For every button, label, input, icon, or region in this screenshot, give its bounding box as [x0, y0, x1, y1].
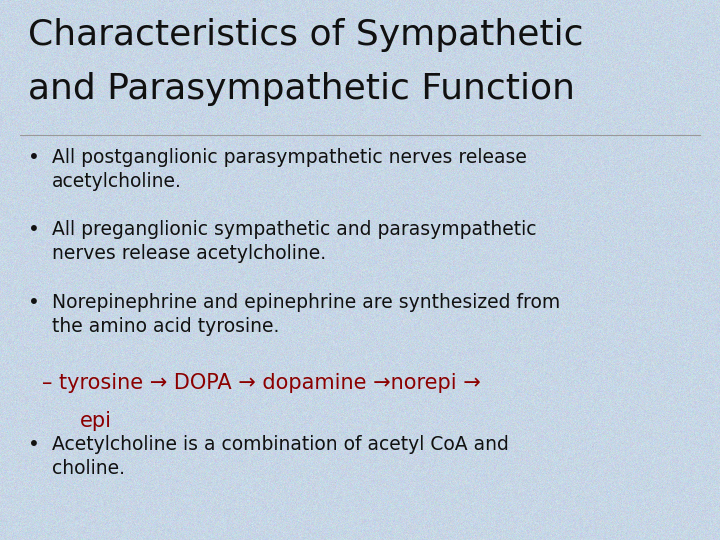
- Text: Characteristics of Sympathetic: Characteristics of Sympathetic: [28, 18, 583, 52]
- Text: •: •: [28, 220, 40, 239]
- Text: •: •: [28, 293, 40, 312]
- Text: epi: epi: [80, 411, 112, 431]
- Text: and Parasympathetic Function: and Parasympathetic Function: [28, 72, 575, 106]
- Text: Norepinephrine and epinephrine are synthesized from
the amino acid tyrosine.: Norepinephrine and epinephrine are synth…: [52, 293, 560, 336]
- Text: Acetylcholine is a combination of acetyl CoA and
choline.: Acetylcholine is a combination of acetyl…: [52, 435, 509, 478]
- Text: •: •: [28, 148, 40, 167]
- Text: All postganglionic parasympathetic nerves release
acetylcholine.: All postganglionic parasympathetic nerve…: [52, 148, 527, 191]
- Text: All preganglionic sympathetic and parasympathetic
nerves release acetylcholine.: All preganglionic sympathetic and parasy…: [52, 220, 536, 263]
- Text: – tyrosine → DOPA → dopamine →norepi →: – tyrosine → DOPA → dopamine →norepi →: [42, 373, 481, 393]
- Text: •: •: [28, 435, 40, 454]
